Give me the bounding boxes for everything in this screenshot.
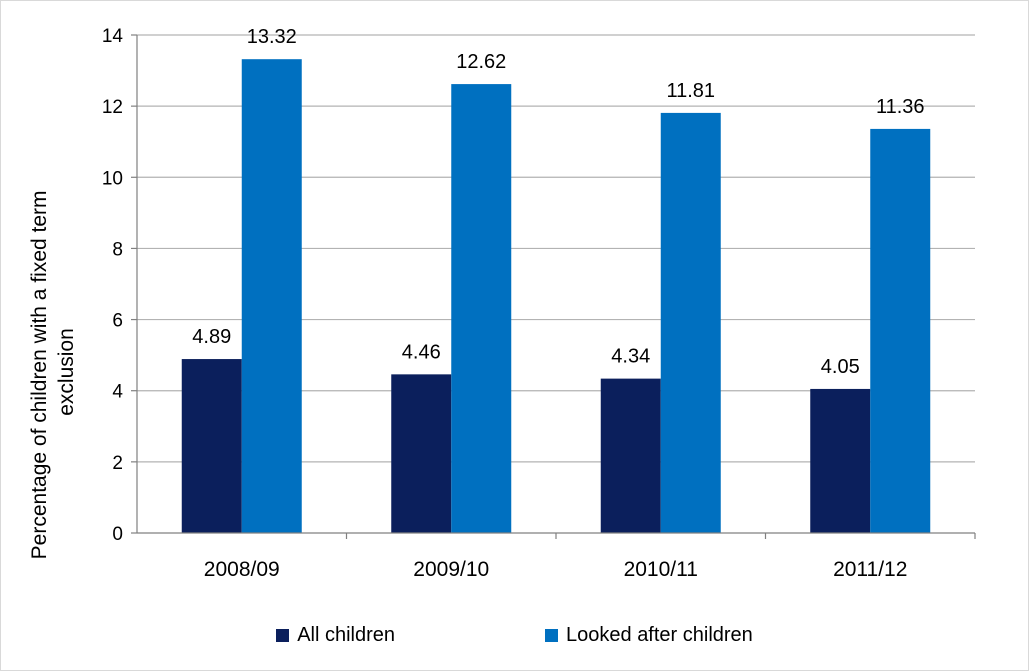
data-label: 4.05 [821, 356, 860, 378]
bar-all-children [391, 374, 452, 533]
legend-swatch-looked-after-children [545, 629, 559, 642]
data-labels: 4.89 13.32 4.46 12.62 4.34 11.81 4.05 11.36 [192, 26, 924, 378]
legend: All children Looked after children [0, 624, 1029, 647]
y-axis-ticks: 0 2 4 6 8 10 12 14 [102, 26, 137, 545]
y-tick-label: 2 [112, 453, 123, 474]
bar-all-children [600, 378, 661, 533]
y-tick-label: 12 [102, 97, 123, 118]
x-category-label: 2011/12 [833, 558, 907, 581]
y-tick-label: 14 [102, 26, 124, 47]
y-axis-label: Percentage of children with a fixed term… [28, 185, 78, 560]
legend-item-all-children: All children [276, 624, 395, 647]
data-label: 11.81 [666, 80, 715, 102]
x-category-label: 2008/09 [204, 558, 280, 581]
bars [181, 59, 931, 534]
bar-all-children [810, 388, 871, 533]
data-label: 12.62 [456, 51, 506, 73]
data-label: 4.89 [192, 326, 231, 348]
legend-label-all-children: All children [297, 624, 396, 646]
y-axis-label-line-2: exclusion [55, 328, 78, 416]
data-label: 4.46 [402, 341, 441, 363]
bar-looked-after-children [241, 59, 302, 534]
y-tick-label: 10 [102, 168, 123, 189]
data-label: 13.32 [247, 26, 297, 48]
data-label: 4.34 [611, 346, 650, 368]
bar-all-children [181, 359, 242, 533]
y-axis-label-line-1: Percentage of children with a fixed term [28, 190, 51, 559]
y-tick-label: 8 [112, 239, 123, 260]
bar-looked-after-children [870, 128, 931, 533]
y-tick-label: 6 [112, 311, 123, 332]
legend-label-looked-after-children: Looked after children [566, 624, 753, 646]
data-label: 11.36 [876, 96, 925, 118]
x-category-label: 2010/11 [624, 558, 698, 581]
y-tick-label: 4 [112, 382, 123, 403]
x-axis-categories: 2008/09 2009/10 2010/11 2011/12 [204, 533, 976, 581]
bar-looked-after-children [660, 112, 721, 533]
bar-looked-after-children [451, 84, 512, 534]
x-category-label: 2009/10 [413, 558, 489, 581]
legend-swatch-all-children [276, 629, 290, 642]
y-tick-label: 0 [112, 524, 123, 545]
legend-item-looked-after-children: Looked after children [545, 624, 753, 647]
